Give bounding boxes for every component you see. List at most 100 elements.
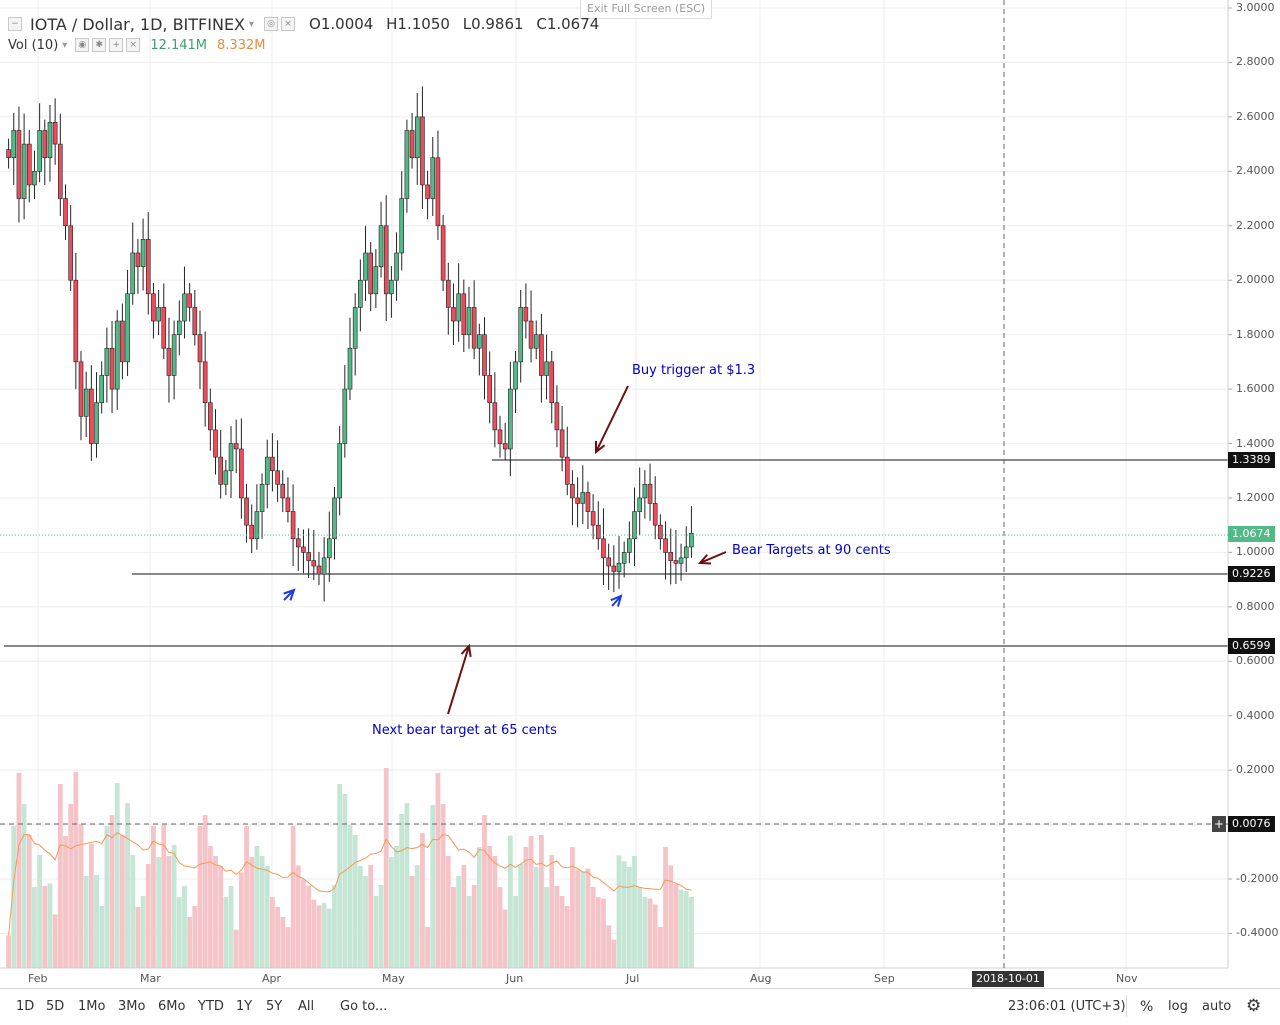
settings-box-icon[interactable]: ✱ bbox=[92, 38, 107, 52]
volume-bar bbox=[140, 896, 146, 968]
range-button-1y[interactable]: 1Y bbox=[236, 999, 253, 1014]
candle bbox=[321, 557, 327, 575]
range-button-ytd[interactable]: YTD bbox=[198, 999, 224, 1014]
volume-bar bbox=[207, 846, 213, 968]
candle bbox=[368, 252, 373, 295]
volume-bar bbox=[476, 847, 482, 968]
volume-bar bbox=[378, 885, 384, 968]
range-button-1mo[interactable]: 1Mo bbox=[78, 999, 106, 1014]
close-box-icon[interactable]: × bbox=[126, 38, 141, 52]
settings-box-icon[interactable]: ◎ bbox=[264, 17, 279, 31]
caret-down-icon[interactable]: ▾ bbox=[62, 39, 68, 51]
symbol-title[interactable]: IOTA / Dollar, 1D, BITFINEX bbox=[30, 14, 246, 34]
volume-bar bbox=[182, 886, 187, 968]
candle bbox=[233, 443, 239, 450]
candle bbox=[658, 524, 663, 540]
candle bbox=[471, 307, 477, 349]
volume-value: 12.141M bbox=[150, 37, 208, 53]
volume-bar bbox=[6, 935, 11, 968]
log-toggle[interactable]: log bbox=[1168, 999, 1188, 1014]
candle bbox=[239, 448, 244, 499]
eye-box-icon[interactable]: ◉ bbox=[75, 38, 90, 52]
volume-bar bbox=[575, 869, 581, 968]
candle bbox=[461, 293, 467, 335]
candle bbox=[580, 492, 586, 504]
volume-bar bbox=[213, 856, 218, 968]
minus-box-icon[interactable]: − bbox=[8, 17, 22, 31]
volume-bar bbox=[68, 804, 74, 968]
candle bbox=[621, 552, 627, 564]
range-button-1d[interactable]: 1D bbox=[16, 999, 35, 1014]
volume-bar bbox=[611, 939, 617, 968]
support-level-badge: 0.9226 bbox=[1228, 566, 1275, 582]
volume-bar bbox=[580, 871, 586, 968]
clock-time[interactable]: 23:06:01 (UTC+3) bbox=[1008, 999, 1126, 1014]
candle bbox=[140, 239, 146, 267]
candle bbox=[130, 252, 136, 295]
candle bbox=[482, 334, 487, 376]
candle bbox=[549, 361, 555, 403]
volume-bar bbox=[151, 826, 156, 968]
crosshair-date-badge: 2018-10-01 bbox=[972, 971, 1044, 987]
volume-bar bbox=[32, 887, 37, 968]
exit-fullscreen-button[interactable]: Exit Full Screen (ESC) bbox=[580, 0, 713, 19]
volume-bar bbox=[347, 825, 353, 968]
range-button-5d[interactable]: 5D bbox=[46, 999, 65, 1014]
candle bbox=[487, 375, 492, 403]
volume-bar bbox=[125, 803, 130, 968]
candle bbox=[109, 347, 115, 390]
caret-down-icon[interactable]: ▾ bbox=[249, 18, 255, 30]
candle bbox=[647, 484, 653, 504]
plus-box-icon[interactable]: + bbox=[109, 38, 124, 52]
price-tick-label: 2.6000 bbox=[1236, 109, 1275, 123]
candle bbox=[502, 443, 508, 450]
candle bbox=[389, 279, 394, 295]
volume-bar bbox=[270, 897, 275, 968]
candle bbox=[171, 334, 177, 376]
candle bbox=[585, 492, 591, 512]
percent-toggle[interactable]: % bbox=[1140, 999, 1154, 1015]
range-button-3mo[interactable]: 3Mo bbox=[118, 999, 146, 1014]
candle bbox=[42, 130, 48, 159]
candle bbox=[425, 184, 430, 199]
candle bbox=[445, 279, 451, 308]
last-price-badge: 1.0674 bbox=[1228, 526, 1275, 542]
price-chart[interactable] bbox=[0, 0, 1280, 988]
volume-bar bbox=[306, 885, 312, 968]
volume-bar bbox=[678, 889, 684, 968]
candle bbox=[254, 511, 260, 540]
candle bbox=[632, 511, 637, 540]
volume-bar bbox=[471, 885, 477, 968]
auto-toggle[interactable]: auto bbox=[1202, 999, 1232, 1014]
candle bbox=[513, 361, 518, 390]
volume-bar bbox=[482, 815, 487, 968]
price-tick-label: 1.4000 bbox=[1236, 436, 1275, 450]
price-tick-label: -0.2000 bbox=[1236, 872, 1279, 886]
volume-bar bbox=[632, 856, 637, 968]
range-button-5y[interactable]: 5Y bbox=[266, 999, 283, 1014]
resistance-level-badge: 1.3389 bbox=[1228, 452, 1275, 468]
volume-bar bbox=[518, 864, 524, 968]
range-button-all[interactable]: All bbox=[298, 999, 315, 1014]
volume-bar bbox=[83, 876, 89, 968]
candle bbox=[182, 293, 187, 322]
candle bbox=[590, 511, 596, 526]
volume-bar bbox=[332, 885, 337, 968]
volume-indicator-label[interactable]: Vol (10) bbox=[8, 37, 59, 53]
volume-bar bbox=[145, 864, 151, 968]
price-tick-label: 0.2000 bbox=[1236, 763, 1275, 777]
close-box-icon[interactable]: × bbox=[281, 17, 296, 31]
candle bbox=[197, 334, 203, 363]
volume-bar bbox=[570, 847, 575, 968]
price-tick-label: 3.0000 bbox=[1236, 1, 1275, 14]
plus-icon[interactable]: + bbox=[1212, 816, 1226, 832]
gear-icon[interactable]: ⚙ bbox=[1246, 996, 1262, 1016]
candle bbox=[523, 307, 529, 322]
candle bbox=[616, 562, 622, 572]
candle bbox=[47, 122, 53, 159]
volume-bar bbox=[301, 879, 306, 968]
candle bbox=[347, 347, 353, 390]
range-button-6mo[interactable]: 6Mo bbox=[158, 999, 186, 1014]
goto-button[interactable]: Go to... bbox=[340, 999, 388, 1014]
volume-bar bbox=[673, 883, 679, 968]
